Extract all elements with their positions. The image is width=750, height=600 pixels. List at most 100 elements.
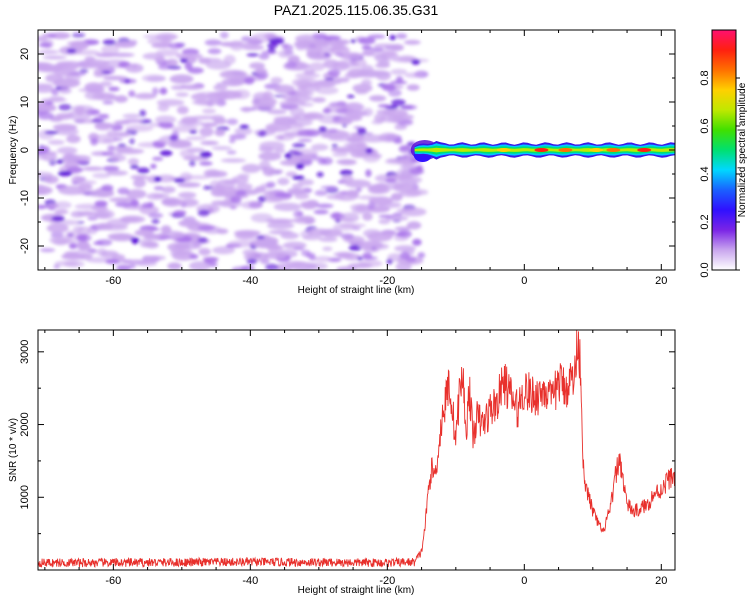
spectrogram-cell bbox=[362, 245, 380, 253]
spectrogram-cell bbox=[346, 189, 359, 198]
spectrogram-cell bbox=[367, 34, 386, 39]
spectrogram-cell bbox=[207, 48, 222, 55]
spectrogram-cell bbox=[141, 241, 158, 248]
spectrogram-cell bbox=[153, 176, 162, 182]
spectrogram-cell bbox=[362, 212, 373, 221]
spectrogram-x-tick-label: -40 bbox=[242, 275, 258, 287]
spectrogram-cell bbox=[147, 37, 171, 45]
spectrogram-cell bbox=[246, 53, 259, 57]
spectrogram-cell bbox=[326, 194, 346, 200]
spectrogram-cell bbox=[350, 149, 367, 159]
snr-x-tick-label: 0 bbox=[521, 575, 527, 587]
spectrogram-cell bbox=[76, 180, 97, 185]
spectrogram-cell bbox=[100, 81, 113, 87]
spectrogram-cell bbox=[134, 229, 154, 236]
spectrogram-cell bbox=[70, 210, 85, 218]
spectrogram-cell bbox=[279, 100, 307, 106]
spectrogram-cell bbox=[102, 39, 117, 46]
spectrogram-cell bbox=[168, 42, 184, 50]
spectrogram-cell bbox=[293, 247, 305, 251]
spectrogram-cell bbox=[54, 128, 79, 136]
spectrogram-cell bbox=[374, 113, 387, 123]
spectrogram-cell bbox=[292, 175, 305, 180]
spectrogram-cell bbox=[327, 128, 338, 133]
spectrogram-cell bbox=[404, 72, 424, 78]
spectrogram-cell bbox=[134, 92, 157, 100]
spectrogram-cell bbox=[265, 263, 279, 270]
spectrogram-cell bbox=[399, 145, 411, 152]
spectrogram-cell bbox=[146, 192, 164, 200]
spectrogram-cell bbox=[77, 243, 92, 251]
spectrogram-cell bbox=[322, 246, 333, 251]
spectrogram-cell bbox=[259, 141, 285, 151]
spectrogram-cell bbox=[66, 48, 77, 54]
spectrogram-cell bbox=[219, 31, 229, 39]
spectrogram-cell bbox=[90, 138, 98, 146]
spectrogram-cell bbox=[137, 167, 150, 174]
spectrogram-cell bbox=[295, 43, 307, 51]
spectrogram-cell bbox=[107, 233, 133, 240]
spectrogram-cell bbox=[82, 166, 104, 171]
spectrogram-cell bbox=[323, 35, 341, 41]
spectrogram-cell bbox=[176, 105, 189, 115]
spectrogram-cell bbox=[355, 187, 362, 192]
spectrogram-cell bbox=[74, 249, 97, 256]
spectrogram-cell bbox=[93, 211, 111, 219]
spectrogram-cell bbox=[328, 135, 353, 142]
spectrogram-cell bbox=[157, 103, 170, 112]
spectrogram-cell bbox=[226, 118, 238, 125]
spectrogram-cell bbox=[114, 41, 137, 48]
spectrogram-cell bbox=[76, 49, 101, 56]
snr-x-tick-label: 20 bbox=[655, 575, 667, 587]
spectrogram-cell bbox=[344, 110, 369, 117]
spectrogram-cell bbox=[128, 264, 136, 269]
spectrogram-cell bbox=[108, 197, 137, 203]
spectrogram-cell bbox=[353, 125, 362, 130]
spectrogram-cell bbox=[156, 174, 176, 183]
spectrogram-cell bbox=[375, 70, 391, 81]
spectrogram-cell bbox=[74, 203, 102, 210]
spectrogram-cell bbox=[49, 236, 72, 245]
spectrogram-y-tick-label: -20 bbox=[19, 238, 31, 254]
spectrogram-cell bbox=[293, 210, 304, 218]
spectrogram-cell bbox=[394, 226, 411, 232]
spectrogram-cell bbox=[228, 138, 236, 144]
spectrogram-cell bbox=[231, 266, 249, 270]
spectrogram-cell bbox=[198, 247, 211, 256]
spectrogram-cell bbox=[394, 245, 416, 252]
spectrogram-cell bbox=[128, 90, 136, 98]
spectrogram-cell bbox=[334, 39, 350, 45]
spectrogram-cell bbox=[56, 72, 80, 78]
spectrogram-cell bbox=[399, 164, 419, 169]
spectrogram-cell bbox=[178, 219, 201, 228]
spectrogram-cell bbox=[66, 166, 84, 173]
spectrogram-cell bbox=[297, 90, 315, 97]
spectrogram-cell bbox=[405, 256, 417, 263]
snr-y-axis-title: SNR (10 * v/v) bbox=[8, 418, 19, 482]
spectrogram-cell bbox=[226, 150, 237, 155]
spectrogram-cell bbox=[412, 238, 422, 246]
spectrogram-cell bbox=[220, 158, 247, 163]
spectrogram-cell bbox=[38, 65, 63, 73]
spectrogram-cell bbox=[395, 232, 408, 237]
spectrogram-cell bbox=[56, 146, 78, 155]
spectrogram-cell bbox=[197, 209, 210, 217]
spectrogram-cell bbox=[38, 204, 47, 210]
spectrogram-cell bbox=[389, 34, 396, 41]
spectrogram-cell bbox=[74, 105, 85, 116]
spectrogram-cell bbox=[221, 78, 245, 87]
spectrogram-cell bbox=[141, 74, 166, 82]
spectrogram-cell bbox=[214, 129, 226, 137]
spectrogram-cell bbox=[173, 178, 186, 183]
spectrogram-cell bbox=[38, 50, 60, 54]
spectrogram-cell bbox=[358, 259, 383, 268]
spectrogram-cell bbox=[153, 186, 164, 191]
spectrogram-cell bbox=[285, 97, 300, 103]
colorbar-tick-label: 0.2 bbox=[699, 214, 711, 229]
spectrogram-cell bbox=[86, 86, 105, 94]
spectrogram-cell bbox=[320, 185, 338, 189]
spectrogram-cell bbox=[395, 262, 412, 270]
spectrogram-cell bbox=[263, 33, 277, 39]
spectrogram-cell bbox=[87, 216, 98, 221]
spectrogram-cell bbox=[155, 115, 177, 124]
